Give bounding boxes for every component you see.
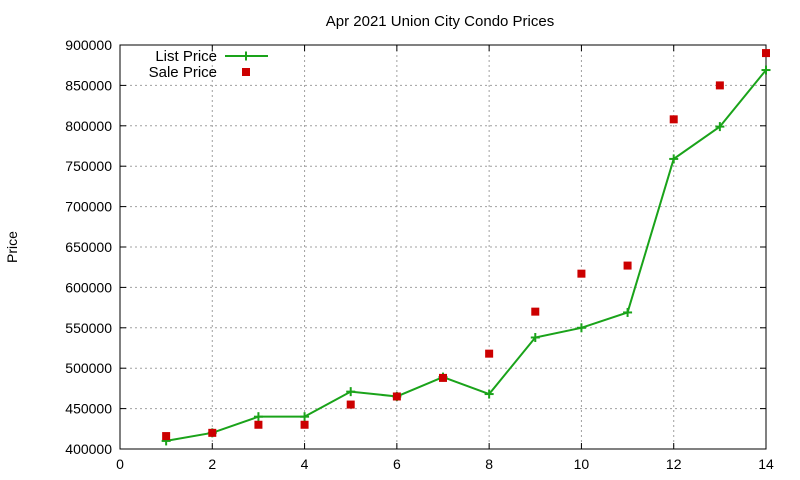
legend-label-list-price: List Price [155, 48, 217, 65]
y-axis-label: Price [4, 231, 20, 263]
series [161, 49, 771, 446]
y-tick-label: 450000 [65, 401, 112, 417]
sale-price-point [392, 392, 401, 401]
sale-price-point [715, 81, 724, 90]
list-price-point [253, 412, 263, 422]
list-price-point [530, 332, 540, 342]
list-price-point [669, 154, 679, 164]
axis-ticks [119, 44, 767, 450]
y-tick-label: 500000 [65, 360, 112, 376]
sale-price-point [531, 307, 540, 316]
legend-label-sale-price: Sale Price [149, 64, 217, 81]
grid [120, 45, 766, 449]
y-tick-label: 550000 [65, 320, 112, 336]
sale-price-point [669, 115, 678, 124]
x-tick-label: 0 [116, 456, 124, 472]
list-price-point [576, 323, 586, 333]
x-tick-label: 8 [485, 456, 493, 472]
y-tick-label: 700000 [65, 199, 112, 215]
sale-price-point [485, 349, 494, 358]
legend-sample-list-price [225, 51, 268, 61]
y-axis-tick-labels: 400000 450000 500000 550000 600000 650000 7000… [65, 37, 112, 457]
x-tick-label: 12 [666, 456, 682, 472]
list-price-point [623, 307, 633, 317]
sale-price-point [623, 261, 632, 270]
x-axis-tick-labels: 0 2 4 6 8 10 12 14 [116, 456, 774, 472]
x-tick-label: 2 [208, 456, 216, 472]
y-tick-label: 400000 [65, 441, 112, 457]
sale-price-point [346, 400, 355, 409]
x-tick-label: 6 [393, 456, 401, 472]
x-tick-label: 4 [301, 456, 309, 472]
series-sale-price [162, 49, 770, 441]
sale-price-point [577, 269, 586, 278]
sale-price-point [162, 432, 171, 441]
legend-square-sale-price [242, 68, 250, 76]
x-tick-label: 14 [758, 456, 774, 472]
sale-price-point [254, 420, 263, 429]
y-tick-label: 850000 [65, 77, 112, 93]
y-tick-label: 900000 [65, 37, 112, 53]
list-price-point [715, 122, 725, 132]
y-tick-label: 650000 [65, 239, 112, 255]
x-tick-label: 10 [574, 456, 590, 472]
legend-sample-sale-price [242, 68, 250, 76]
sale-price-point [762, 49, 770, 58]
legend-plus-list-price [241, 51, 251, 61]
y-tick-label: 600000 [65, 279, 112, 295]
list-price-point [346, 387, 356, 397]
series-list-price [161, 65, 771, 446]
sale-price-point [300, 420, 309, 429]
list-price-point [761, 65, 771, 75]
chart-title: Apr 2021 Union City Condo Prices [326, 13, 554, 30]
list-price-point [300, 412, 310, 422]
y-tick-label: 800000 [65, 118, 112, 134]
legend: List Price Sale Price [149, 48, 268, 81]
list-price-line [165, 69, 767, 442]
y-tick-label: 750000 [65, 158, 112, 174]
list-price-point [484, 389, 494, 399]
sale-price-point [208, 428, 217, 437]
sale-price-point [439, 373, 447, 382]
